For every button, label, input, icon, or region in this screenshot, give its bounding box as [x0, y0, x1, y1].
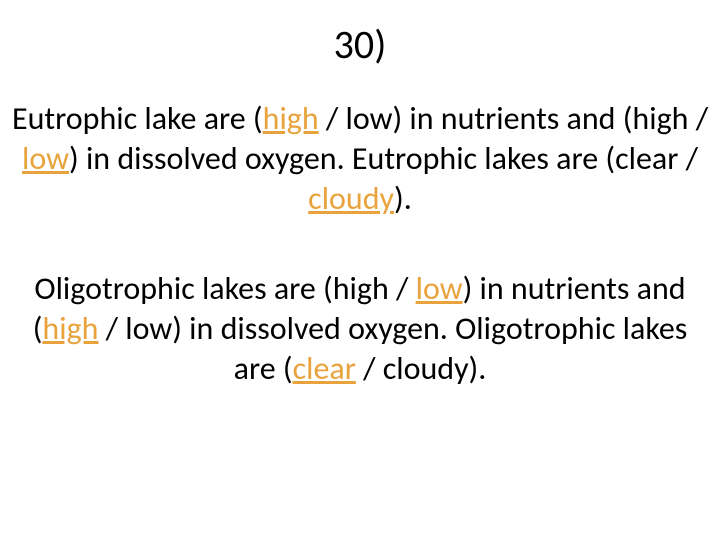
text-segment: Eutrophic lake are ( — [12, 99, 263, 138]
highlight-clear: clear — [293, 349, 356, 388]
text-segment: / low) in nutrients and (high / — [319, 99, 708, 138]
oligotrophic-paragraph: Oligotrophic lakes are (high / low) in n… — [10, 269, 710, 389]
highlight-cloudy: cloudy — [308, 179, 394, 218]
highlight-high: high — [42, 309, 98, 348]
slide-title: 30) — [10, 20, 710, 69]
text-segment: Oligotrophic lakes are (high / — [34, 269, 415, 308]
highlight-high: high — [263, 99, 319, 138]
eutrophic-paragraph: Eutrophic lake are (high / low) in nutri… — [10, 99, 710, 219]
text-segment: ). — [394, 179, 412, 218]
highlight-low: low — [22, 139, 69, 178]
text-segment: ) in dissolved oxygen. Eutrophic lakes a… — [69, 139, 698, 178]
text-segment: / cloudy). — [356, 349, 486, 388]
highlight-low: low — [416, 269, 463, 308]
